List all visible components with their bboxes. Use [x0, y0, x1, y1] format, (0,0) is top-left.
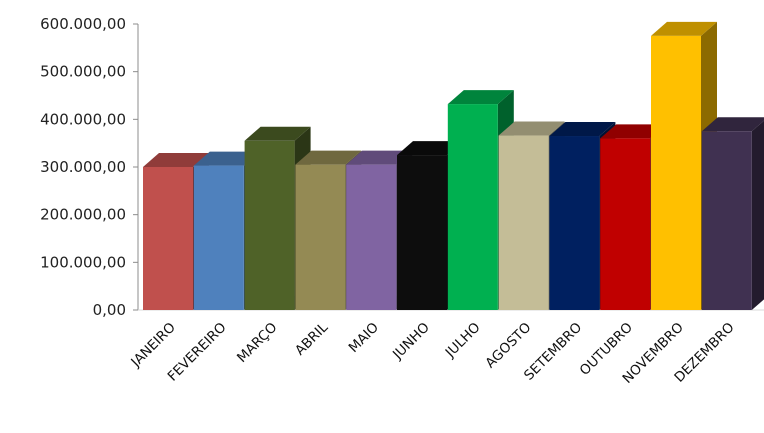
bar-front	[295, 164, 346, 310]
y-tick-label: 600.000,00	[40, 15, 126, 33]
bar-front	[397, 155, 447, 310]
bar-side	[751, 120, 764, 310]
bar-top	[701, 117, 764, 132]
bar-front	[600, 138, 651, 310]
y-tick-label: 500.000,00	[40, 63, 126, 81]
bar-top	[143, 153, 209, 167]
bar-top	[397, 141, 463, 156]
y-tick-label: 0,00	[93, 301, 126, 319]
bar-top	[549, 122, 616, 137]
bar-front	[143, 167, 193, 310]
bar-top	[651, 21, 717, 36]
bar-front	[549, 136, 600, 310]
y-tick-label: 100.000,00	[40, 253, 126, 271]
axis-layer: 0,00 100.000,00 200.000,00 300.000,00 400.00…	[40, 15, 764, 319]
y-tick-label: 400.000,00	[40, 110, 126, 128]
bar	[193, 151, 260, 310]
x-tick-label: MARÇO	[234, 320, 280, 366]
x-tick-label: MAIO	[346, 320, 382, 356]
x-tick-label: ABRIL	[292, 319, 331, 358]
bars-layer	[143, 21, 764, 311]
x-tick-label: JANEIRO	[127, 320, 178, 371]
bar-front	[193, 165, 244, 310]
bar	[701, 117, 764, 310]
bar-front	[498, 135, 549, 310]
y-tick-label: 300.000,00	[40, 158, 126, 176]
x-tick-label: JULHO	[442, 320, 484, 362]
bar-front	[346, 164, 397, 310]
y-tick-label: 200.000,00	[40, 206, 126, 224]
bar-top	[295, 150, 362, 165]
bar-top	[447, 90, 514, 105]
bar-top	[346, 150, 413, 165]
bar-top	[244, 126, 311, 141]
bar-top	[193, 151, 260, 166]
x-tick-label: JUNHO	[389, 320, 433, 364]
x-tick-label: AGOSTO	[482, 320, 534, 372]
bar-top	[600, 124, 667, 139]
bar-front	[651, 35, 701, 311]
bar-front	[244, 140, 295, 310]
bar-top	[498, 121, 565, 136]
bar-front	[701, 131, 752, 310]
bar-front	[447, 104, 498, 310]
